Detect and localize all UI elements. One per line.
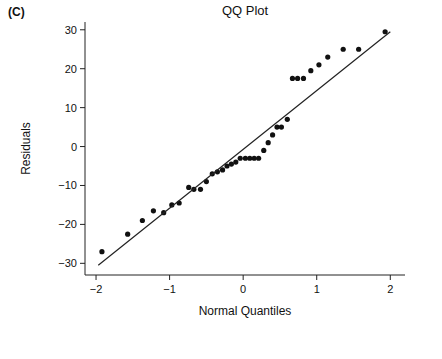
point bbox=[186, 185, 191, 190]
x-tick bbox=[316, 275, 317, 280]
x-tick-label: 1 bbox=[314, 283, 320, 295]
point bbox=[316, 62, 321, 67]
point bbox=[285, 117, 290, 122]
point bbox=[256, 156, 261, 161]
point bbox=[220, 167, 225, 172]
y-tick-label: 30 bbox=[65, 24, 77, 36]
point bbox=[238, 156, 243, 161]
x-tick bbox=[390, 275, 391, 280]
chart: (C)QQ Plot−2−1012−30−20−100102030Normal … bbox=[0, 0, 442, 359]
y-tick-label: −20 bbox=[58, 218, 77, 230]
point bbox=[301, 76, 306, 81]
y-axis-label: Residuals bbox=[19, 122, 33, 175]
y-tick-label: 10 bbox=[65, 102, 77, 114]
y-tick-label: 20 bbox=[65, 63, 77, 75]
point bbox=[356, 47, 361, 52]
y-tick-label: 0 bbox=[71, 141, 77, 153]
x-axis-label: Normal Quantiles bbox=[199, 304, 292, 318]
y-tick bbox=[80, 185, 85, 186]
plot-area bbox=[98, 29, 390, 265]
point bbox=[125, 232, 130, 237]
y-tick-label: −10 bbox=[58, 179, 77, 191]
x-tick-label: 2 bbox=[387, 283, 393, 295]
point bbox=[325, 54, 330, 59]
point bbox=[99, 249, 104, 254]
x-tick-label: 0 bbox=[240, 283, 246, 295]
y-axis bbox=[85, 22, 86, 275]
point bbox=[383, 29, 388, 34]
point bbox=[279, 124, 284, 129]
reference-line bbox=[98, 32, 390, 266]
point bbox=[341, 47, 346, 52]
panel-label: (C) bbox=[8, 5, 25, 19]
title: QQ Plot bbox=[222, 3, 269, 18]
y-tick bbox=[80, 29, 85, 30]
x-tick-label: −1 bbox=[163, 283, 176, 295]
y-tick bbox=[80, 263, 85, 264]
point bbox=[270, 132, 275, 137]
x-tick-label: −2 bbox=[90, 283, 103, 295]
point bbox=[198, 187, 203, 192]
point bbox=[261, 148, 266, 153]
point bbox=[140, 218, 145, 223]
y-tick bbox=[80, 224, 85, 225]
y-tick-label: −30 bbox=[58, 257, 77, 269]
point bbox=[295, 76, 300, 81]
point bbox=[308, 68, 313, 73]
x-tick bbox=[169, 275, 170, 280]
point bbox=[290, 76, 295, 81]
point bbox=[266, 140, 271, 145]
y-tick bbox=[80, 146, 85, 147]
x-axis bbox=[85, 275, 405, 276]
point bbox=[151, 208, 156, 213]
y-tick bbox=[80, 68, 85, 69]
x-tick bbox=[243, 275, 244, 280]
point bbox=[233, 160, 238, 165]
x-tick bbox=[96, 275, 97, 280]
y-tick bbox=[80, 107, 85, 108]
